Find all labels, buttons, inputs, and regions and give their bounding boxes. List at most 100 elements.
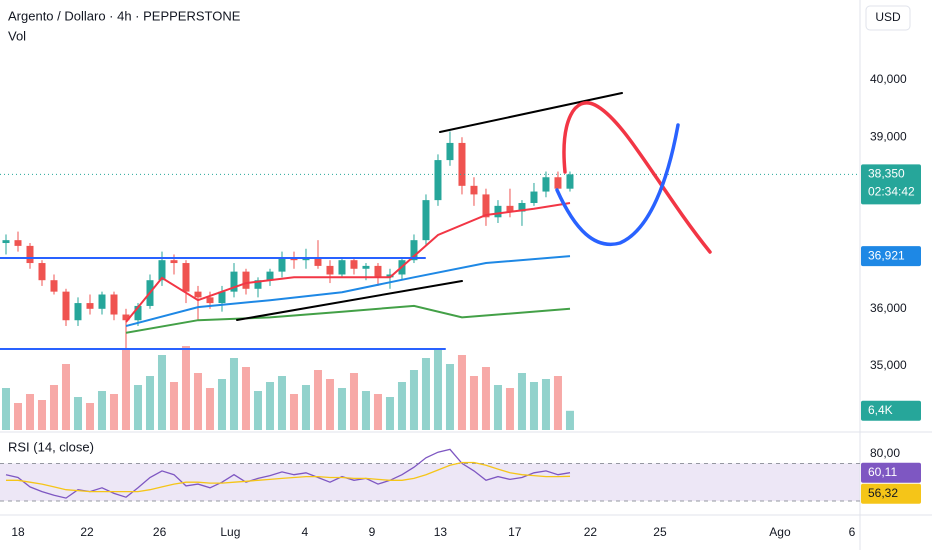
volume-bar: [181, 346, 190, 430]
currency[interactable]: USD: [875, 10, 901, 24]
rsi-last-label: 60,11: [868, 465, 897, 479]
candle-body: [158, 260, 166, 281]
volume-bar: [433, 349, 442, 430]
rsi-tick-label: 80,00: [870, 446, 900, 460]
x-tick-label: Ago: [769, 525, 791, 539]
rsi-line: [6, 461, 571, 493]
volume-bar: [265, 382, 274, 430]
candle-body: [518, 202, 526, 212]
volume-bar: [49, 385, 58, 430]
volume-bar: [13, 403, 22, 430]
rsi-tag: [861, 483, 921, 504]
candle-body: [554, 177, 562, 189]
candle-body: [86, 303, 94, 309]
y-tick-label: 36,000: [870, 301, 907, 315]
candle-body: [98, 294, 106, 309]
volume-bar: [505, 388, 514, 430]
candle-body: [422, 200, 430, 241]
candle-body: [194, 291, 202, 298]
volume-label: Vol: [8, 28, 26, 43]
candle-body: [482, 194, 490, 218]
candle-body: [386, 274, 394, 278]
x-tick-label: Lug: [220, 525, 240, 539]
candle-body: [62, 291, 70, 321]
volume-bar: [385, 397, 394, 430]
volume-bar: [97, 391, 106, 430]
candle-body: [326, 265, 334, 275]
volume-bar: [409, 370, 418, 430]
volume-bar: [541, 379, 550, 430]
volume-bar: [121, 349, 130, 430]
candle-body: [434, 160, 442, 201]
volume-bar: [217, 379, 226, 430]
volume-bar: [421, 358, 430, 430]
candle-body: [362, 265, 370, 269]
volume-bar: [193, 373, 202, 430]
volume-bar: [529, 382, 538, 430]
trend-line: [236, 280, 463, 321]
volume-bar: [361, 391, 370, 430]
x-tick-label: 9: [369, 525, 376, 539]
x-tick-label: 4: [301, 525, 308, 539]
candle-body: [38, 263, 46, 281]
candle-body: [446, 142, 454, 161]
volume-bar: [61, 364, 70, 430]
volume-bar: [253, 391, 262, 430]
volume-bar: [313, 370, 322, 430]
rsi-line: [5, 448, 571, 499]
projection-curve: [555, 123, 680, 247]
candle-body: [374, 265, 382, 278]
volume-bar: [565, 410, 574, 430]
trend-line: [439, 92, 623, 133]
volume-bar: [469, 376, 478, 430]
countdown: 02:34:42: [868, 185, 915, 199]
moving-average: [125, 255, 571, 327]
volume-bar: [481, 367, 490, 430]
volume-bar: [229, 358, 238, 430]
currency-button[interactable]: [865, 5, 911, 31]
volume-bar: [349, 373, 358, 430]
moving-average: [125, 202, 571, 323]
x-tick-label: 22: [80, 525, 94, 539]
last-price-label: 38,350: [868, 167, 905, 181]
volume-bar: [73, 397, 82, 430]
candle-body: [566, 174, 574, 189]
ma-tag: [861, 246, 921, 267]
volume-bar: [157, 355, 166, 430]
x-tick-label: 18: [11, 525, 25, 539]
candle-body: [314, 257, 322, 266]
drawings: [0, 92, 712, 350]
volume-bar: [37, 400, 46, 430]
volume-bar: [1, 388, 10, 430]
candle-body: [206, 297, 214, 304]
candle-body: [2, 240, 10, 244]
rsi-last-label: 56,32: [868, 486, 898, 500]
candle-body: [338, 260, 346, 275]
candle-body: [122, 314, 130, 321]
volume-bar: [109, 394, 118, 430]
volume-bar: [145, 376, 154, 430]
volume-bar: [169, 382, 178, 430]
rsi-tag: [861, 462, 921, 483]
volume-bar: [373, 394, 382, 430]
volume-bar: [337, 388, 346, 430]
candle-body: [170, 260, 178, 264]
y-tick-label: 40,000: [870, 72, 907, 86]
volume-bar: [205, 388, 214, 430]
x-tick-label: 6: [849, 525, 856, 539]
volume-bar: [85, 403, 94, 430]
volume-bar: [553, 376, 562, 430]
candle-body: [242, 271, 250, 289]
y-tick-label: 39,000: [870, 129, 907, 143]
volume-bar: [325, 379, 334, 430]
candle-body: [278, 257, 286, 272]
volume-last-label: 6,4K: [868, 403, 893, 417]
candle-body: [530, 191, 538, 203]
volume-bar: [493, 385, 502, 430]
volume-bar: [133, 385, 142, 430]
marks: [0, 131, 860, 502]
volume-bar: [25, 394, 34, 430]
candle-body: [26, 245, 34, 264]
